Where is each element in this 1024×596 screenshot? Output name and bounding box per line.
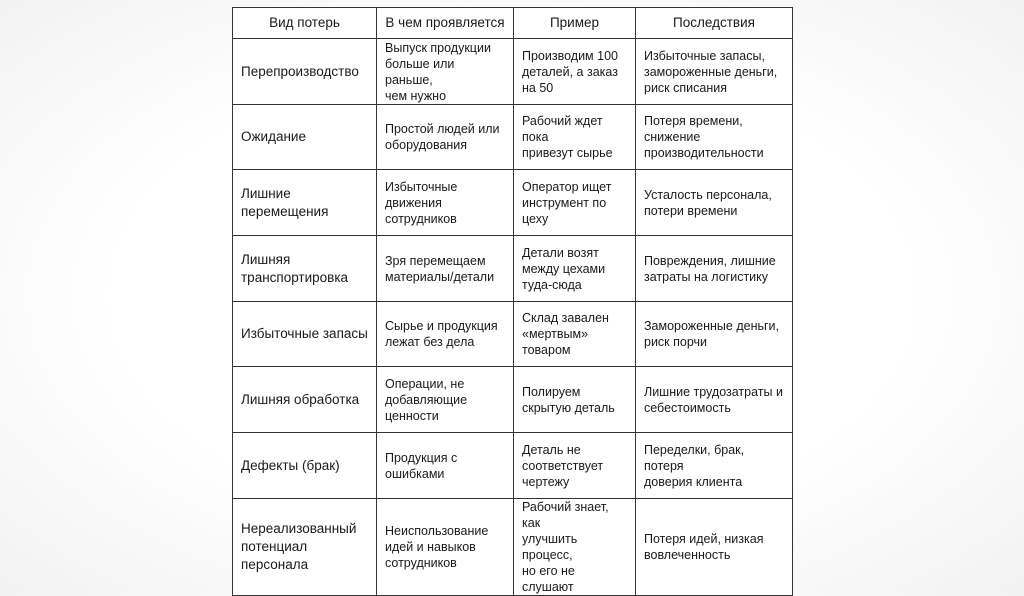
table-cell: Выпуск продукции больше или раньше, чем … xyxy=(376,38,514,105)
table-cell: Замороженные деньги, риск порчи xyxy=(635,301,793,367)
table-cell: Детали возят между цехами туда-сюда xyxy=(513,235,636,302)
table-cell: Сырье и продукция лежат без дела xyxy=(376,301,514,367)
table-cell: Операции, не добавляющие ценности xyxy=(376,366,514,433)
table-row: Лишняя обработка Операции, не добавляющие… xyxy=(232,366,793,433)
table-cell: Полируем скрытую деталь xyxy=(513,366,636,433)
table-cell: Избыточные движения сотрудников xyxy=(376,169,514,236)
table-cell: Рабочий ждет пока привезут сырье xyxy=(513,104,636,170)
table-cell: Простой людей или оборудования xyxy=(376,104,514,170)
table-row: Дефекты (брак) Продукция с ошибками Деталь… xyxy=(232,432,793,499)
header-cell: Вид потерь xyxy=(232,7,377,39)
header-cell: В чем проявляется xyxy=(376,7,514,39)
table-cell: Лишние перемещения xyxy=(232,169,377,236)
header-row: Вид потерь В чем проявляется Пример Посл… xyxy=(232,7,793,39)
table-cell: Лишние трудозатраты и себестоимость xyxy=(635,366,793,433)
table-cell: Производим 100 деталей, а заказ на 50 xyxy=(513,38,636,105)
table-row: Лишние перемещения Избыточные движения со… xyxy=(232,169,793,236)
table-cell: Неиспользование идей и навыков сотрудник… xyxy=(376,498,514,596)
table-cell: Усталость персонала, потери времени xyxy=(635,169,793,236)
table-cell: Избыточные запасы, замороженные деньги, … xyxy=(635,38,793,105)
table-cell: Избыточные запасы xyxy=(232,301,377,367)
table-cell: Склад завален «мертвым» товаром xyxy=(513,301,636,367)
table-cell: Лишняя транспортировка xyxy=(232,235,377,302)
table-row: Нереализованный потенциал персонала Неисп… xyxy=(232,498,793,596)
table-cell: Оператор ищет инструмент по цеху xyxy=(513,169,636,236)
losses-table: Вид потерь В чем проявляется Пример Посл… xyxy=(232,7,793,596)
table-cell: Продукция с ошибками xyxy=(376,432,514,499)
header-cell: Пример xyxy=(513,7,636,39)
table-cell: Лишняя обработка xyxy=(232,366,377,433)
table-row: Лишняя транспортировка Зря перемещаем мат… xyxy=(232,235,793,302)
header-cell: Последствия xyxy=(635,7,793,39)
table-cell: Зря перемещаем материалы/детали xyxy=(376,235,514,302)
table-cell: Деталь не соответствует чертежу xyxy=(513,432,636,499)
table-cell: Повреждения, лишние затраты на логистику xyxy=(635,235,793,302)
table-cell: Нереализованный потенциал персонала xyxy=(232,498,377,596)
table-cell: Рабочий знает, как улучшить процесс, но … xyxy=(513,498,636,596)
table-row: Ожидание Простой людей или оборудования Ра… xyxy=(232,104,793,170)
table-row: Избыточные запасы Сырье и продукция лежат… xyxy=(232,301,793,367)
table-cell: Потеря времени, снижение производительно… xyxy=(635,104,793,170)
table-cell: Переделки, брак, потеря доверия клиента xyxy=(635,432,793,499)
table-row: Перепроизводство Выпуск продукции больше … xyxy=(232,38,793,105)
table-cell: Перепроизводство xyxy=(232,38,377,105)
table-cell: Дефекты (брак) xyxy=(232,432,377,499)
table-cell: Потеря идей, низкая вовлеченность xyxy=(635,498,793,596)
table-cell: Ожидание xyxy=(232,104,377,170)
